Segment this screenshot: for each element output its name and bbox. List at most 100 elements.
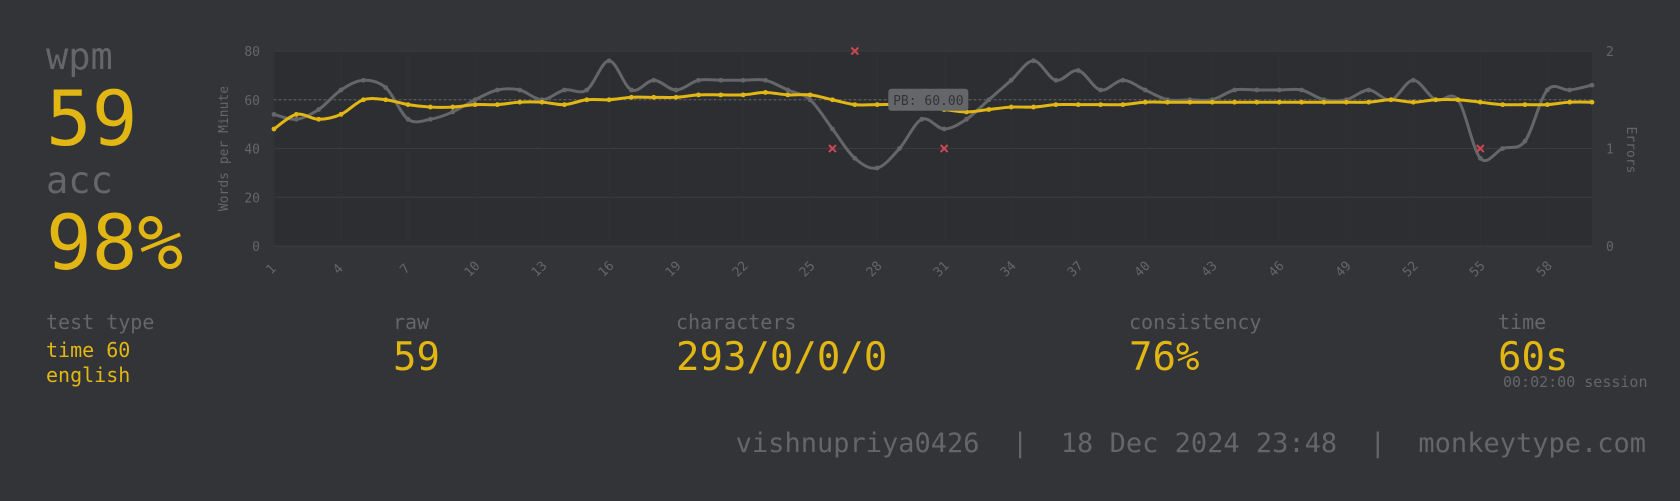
characters-stat: characters 293/0/0/0 [676,310,887,380]
series-point-raw [562,87,567,93]
test-type-language[interactable]: english [46,363,131,387]
series-point-wpm [874,102,880,108]
error-marker [1476,144,1485,153]
x-tick-label: 46 [1266,259,1288,281]
series-point-raw [316,107,322,112]
series-point-wpm [1522,102,1528,108]
series-point-wpm [763,90,768,95]
series-point-raw [383,85,389,90]
series-point-raw [919,116,925,122]
series-point-wpm [1008,104,1014,110]
series-point-wpm [1098,102,1103,108]
wpm-value: 59 [46,74,138,163]
series-point-raw [517,87,523,93]
test-type-stat: test type time 60 english [46,310,154,388]
x-tick-label: 25 [797,259,819,281]
series-point-wpm [271,126,277,132]
consistency-stat: consistency 76% [1129,310,1261,380]
footer-datetime: 18 Dec 2024 23:48 [1060,428,1338,459]
y2-axis-title: Errors [1623,127,1638,174]
series-point-wpm [740,92,746,98]
series-point-raw [1522,138,1528,144]
series-point-wpm [830,97,835,103]
series-point-wpm [1589,99,1595,105]
acc-value: 98% [46,198,184,287]
series-point-wpm [629,94,634,100]
raw-stat: raw 59 [393,310,440,380]
consistency-label: consistency [1129,310,1262,334]
acc-label: acc [46,159,113,202]
series-point-wpm [696,92,701,98]
error-marker-stroke [850,46,860,56]
series-point-wpm [1142,99,1148,105]
series-point-raw [897,146,902,151]
series-point-wpm [852,102,858,108]
series-point-wpm [1053,102,1059,108]
series-point-raw [1120,77,1126,83]
y-tick-label: 60 [244,94,260,109]
series-point-raw [1053,77,1059,83]
x-tick-label: 13 [529,259,551,281]
consistency-value: 76% [1129,335,1200,380]
series-point-raw [807,97,813,103]
series-point-wpm [1165,99,1170,105]
series-point-raw [1567,87,1573,93]
y-tick-label: 0 [252,240,260,255]
series-point-wpm [1410,99,1416,105]
time-stat: time 60s [1498,310,1568,380]
raw-value: 59 [393,335,440,380]
series-point-wpm [785,92,791,98]
series-point-wpm [986,107,992,112]
series-point-wpm [1455,97,1461,103]
y2-tick-label: 2 [1606,45,1614,60]
series-point-wpm [1477,99,1483,105]
series-point-raw [1075,68,1081,73]
series-point-wpm [1388,97,1394,103]
series-point-wpm [807,92,813,98]
x-tick-label: 28 [864,259,886,281]
series-point-raw [986,97,992,103]
x-tick-label: 37 [1065,259,1087,281]
series-point-raw [1008,77,1014,83]
series-point-raw [1589,82,1595,88]
test-type-mode[interactable]: time 60 [46,338,131,362]
series-point-wpm [1343,99,1349,105]
series-point-raw [1031,58,1036,64]
series-point-raw [1098,87,1103,93]
series-point-raw [874,165,880,171]
series-point-wpm [651,94,657,100]
series-point-wpm [673,94,679,100]
series-point-wpm [1544,102,1550,108]
series-point-raw [830,126,835,132]
series-point-raw [450,109,456,115]
y2-tick-label: 0 [1606,240,1614,255]
x-tick-label: 34 [998,259,1020,281]
pb-label: PB: 60.00 [893,94,963,109]
y-tick-label: 20 [244,191,260,206]
series-point-raw [271,111,277,117]
series-point-raw [494,87,500,93]
series-point-raw [651,77,657,83]
series-point-wpm [1187,99,1193,105]
x-tick-label: 1 [263,261,279,277]
series-point-wpm [427,104,433,110]
series-point-raw [338,87,344,93]
x-tick-label: 19 [663,259,685,281]
pb-label-box [888,88,969,111]
series-point-raw [1232,87,1237,93]
footer-site: monkeytype.com [1418,428,1646,459]
series-point-raw [1299,87,1304,93]
main-stats: wpm 59 acc 98% [46,36,216,284]
series-point-wpm [293,111,299,117]
series-point-raw [1254,87,1260,93]
characters-value: 293/0/0/0 [676,335,888,380]
series-point-raw [606,58,612,64]
series-point-raw [763,77,768,83]
series-point-raw [1410,77,1416,83]
error-marker-stroke [828,144,837,153]
y-tick-label: 40 [244,143,260,158]
series-point-wpm [360,97,366,103]
series-point-wpm [1321,99,1327,105]
series-point-raw [964,116,969,122]
